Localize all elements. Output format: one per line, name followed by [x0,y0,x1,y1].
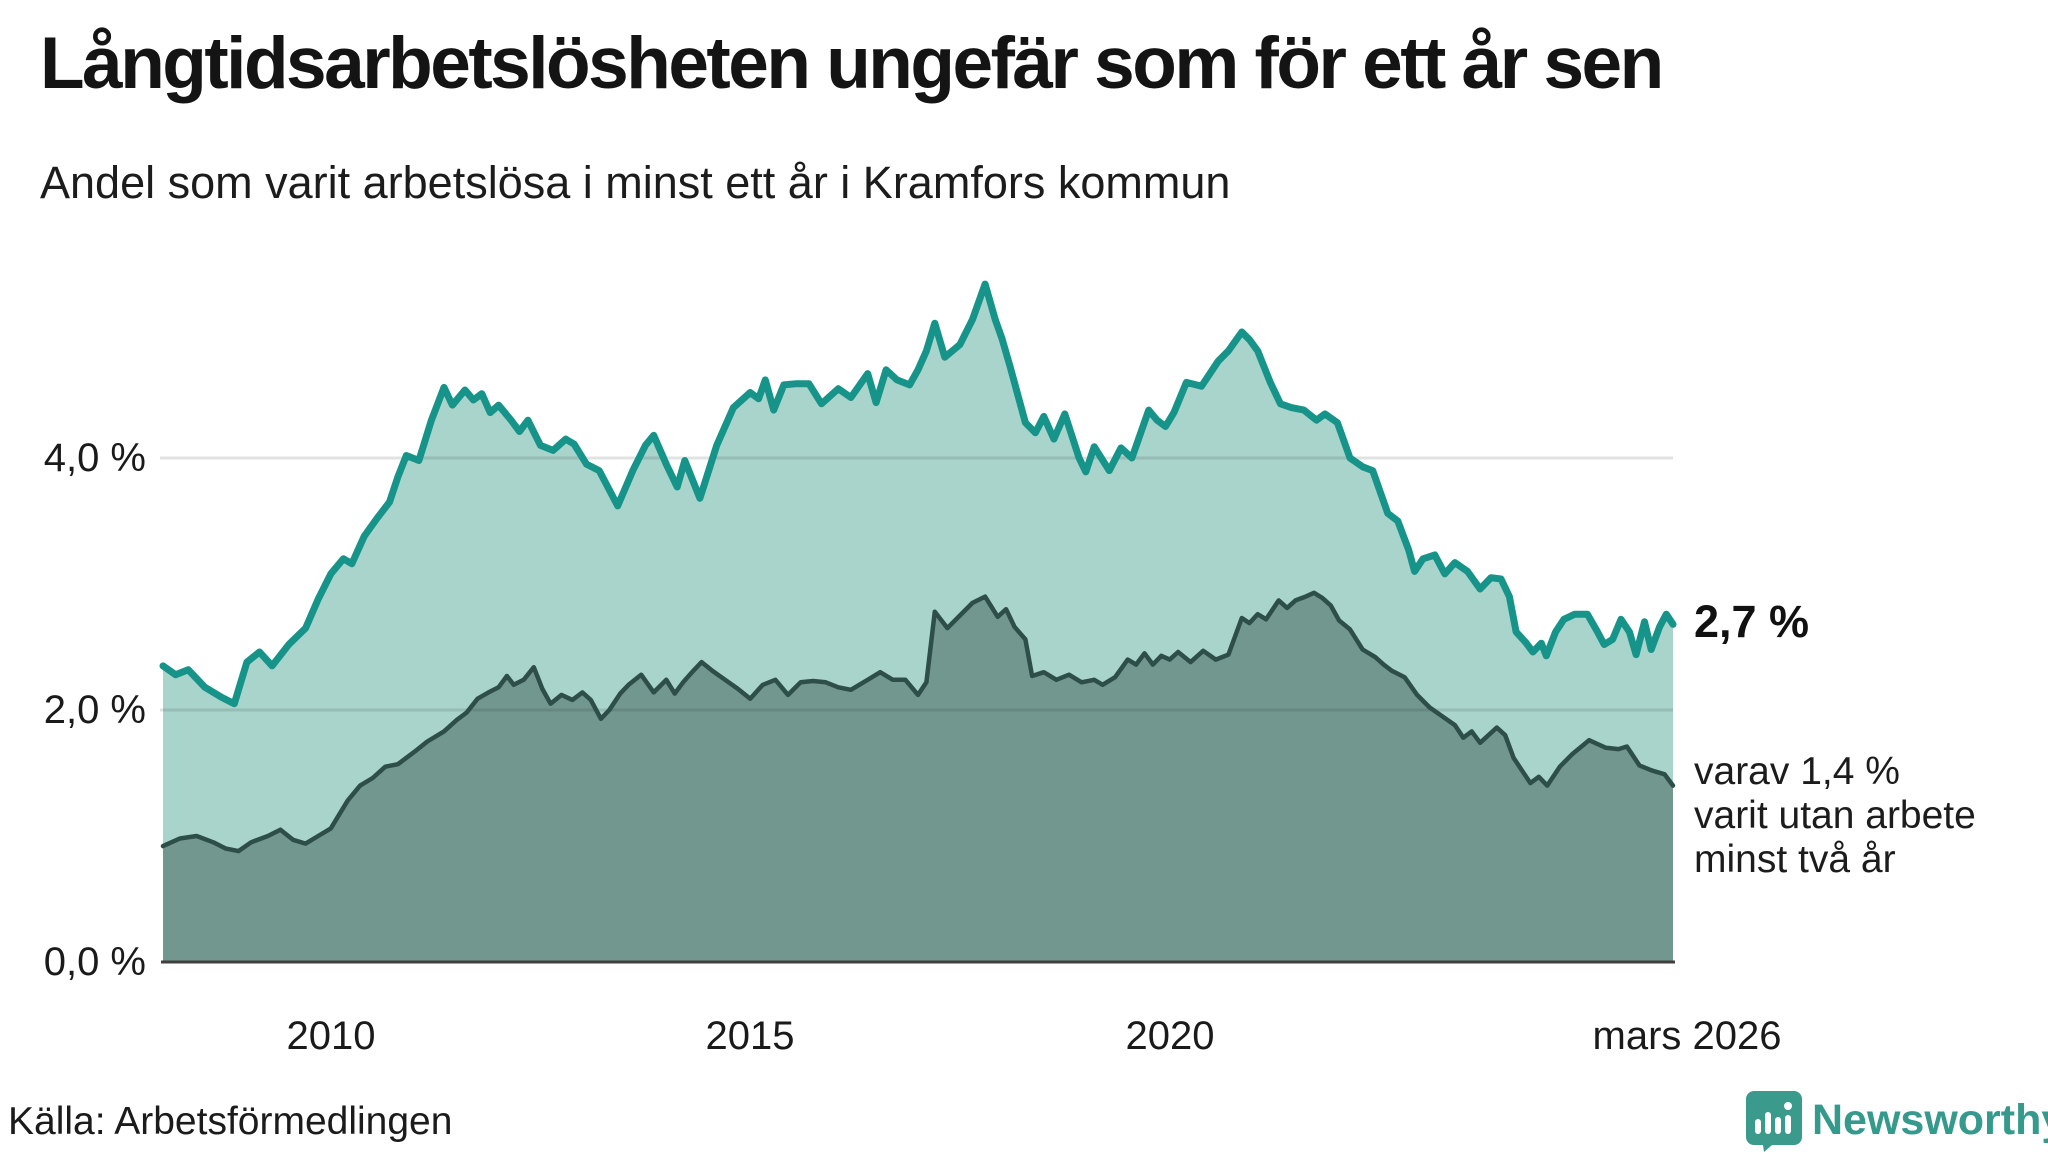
source-credit: Källa: Arbetsförmedlingen [8,1100,453,1143]
x-tick-label: 2015 [705,1014,795,1058]
secondary-series-annotation: varav 1,4 % varit utan arbete minst två … [1694,750,1976,882]
annotation-line: minst två år [1694,838,1896,881]
y-tick-label: 2,0 % [43,688,146,732]
y-tick-label: 4,0 % [43,436,146,480]
y-tick-label: 0,0 % [43,940,146,984]
bar-chart-speech-bubble-icon [1746,1091,1802,1152]
brand-name: Newsworthy [1812,1096,2048,1144]
chart-subtitle: Andel som varit arbetslösa i minst ett å… [40,157,1231,208]
series-line-minst-två-år [160,590,1676,854]
annotation-line: varav 1,4 % [1694,750,1900,793]
series-line-minst-ett-år [159,280,1677,708]
latest-value-annotation: 2,7 % [1694,596,1810,647]
x-tick-label: 2010 [286,1014,376,1058]
x-tick-label: 2020 [1125,1014,1215,1058]
annotation-line: varit utan arbete [1694,794,1976,837]
page-title: Långtidsarbetslösheten ungefär som för e… [40,23,1664,104]
x-tick-label: mars 2026 [1592,1014,1782,1058]
